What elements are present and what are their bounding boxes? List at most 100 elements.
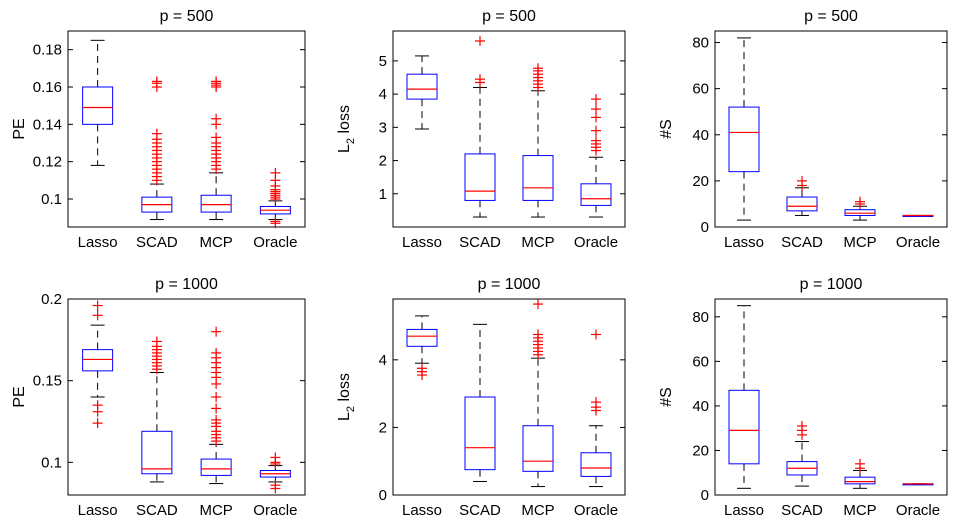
x-tick-label: MCP: [199, 502, 232, 519]
iqr-box: [200, 458, 232, 476]
box-mcp: [522, 299, 554, 488]
box-lasso: [728, 37, 760, 221]
outlier-point: [475, 74, 485, 85]
outlier-point: [475, 35, 485, 46]
outlier-point: [591, 135, 601, 146]
iqr-box: [580, 183, 612, 206]
iqr-box: [522, 155, 554, 201]
iqr-box: [82, 86, 114, 125]
chart-title: p = 500: [160, 8, 214, 25]
box-lasso: [82, 300, 114, 429]
outlier-point: [151, 128, 162, 139]
y-tick-label: 0.1: [41, 454, 62, 471]
box-mcp: [200, 76, 232, 221]
outlier-point: [855, 458, 865, 469]
iqr-box: [200, 194, 232, 213]
y-axis-label: L2 loss: [336, 105, 357, 153]
outlier-point: [211, 392, 222, 402]
box-scad: [464, 35, 496, 218]
chart-title: p = 500: [482, 8, 536, 25]
box-scad: [786, 175, 818, 216]
y-tick-label: 4: [379, 352, 387, 369]
y-axis-label-subscript: 2: [345, 138, 357, 144]
y-axis-label: #S: [658, 119, 675, 139]
y-axis-label-suffix: loss: [336, 105, 353, 138]
iqr-box: [464, 153, 496, 201]
chart-title: p = 1000: [800, 276, 863, 293]
x-tick-label: Lasso: [78, 502, 118, 519]
outlier-point: [797, 175, 807, 186]
outlier-point: [211, 132, 222, 143]
y-tick-label: 2: [379, 419, 387, 436]
y-tick-label: 80: [692, 35, 709, 52]
box-lasso: [406, 315, 438, 381]
chart-panel: 0 20 40 60 80 Lasso SCAD MCP Oracle p = 1000 #S: [658, 276, 948, 519]
iqr-box: [406, 328, 438, 347]
outlier-point: [591, 104, 601, 115]
y-tick-label: 20: [692, 442, 709, 459]
y-tick-label: 40: [692, 398, 709, 415]
iqr-box: [82, 349, 114, 372]
y-tick-label: 0: [379, 487, 387, 504]
outlier-point: [211, 347, 222, 358]
box-mcp: [844, 196, 876, 221]
x-tick-label: Oracle: [896, 234, 940, 251]
iqr-box: [728, 106, 760, 173]
plot-frame: [392, 30, 626, 228]
x-tick-label: MCP: [521, 502, 554, 519]
x-tick-label: Lasso: [78, 234, 118, 251]
box-oracle: [902, 483, 934, 486]
box-scad: [141, 336, 173, 483]
y-axis-label: L2 loss: [336, 373, 357, 421]
x-tick-label: Lasso: [724, 234, 764, 251]
y-axis-label-text: L: [336, 144, 353, 153]
outlier-point: [591, 329, 601, 340]
outlier-point: [92, 300, 103, 311]
y-tick-label: 0.14: [33, 116, 62, 133]
y-tick-label: 0.1: [41, 191, 62, 208]
plot-frame: [714, 30, 948, 228]
iqr-box: [141, 430, 173, 475]
y-tick-label: 40: [692, 127, 709, 144]
x-tick-label: Oracle: [574, 502, 618, 519]
plot-frame: [67, 30, 306, 228]
y-axis-label-text: PE: [11, 386, 28, 407]
outlier-point: [591, 94, 601, 105]
box-scad: [786, 420, 818, 487]
box-scad: [141, 76, 173, 221]
box-mcp: [200, 326, 232, 485]
outlier-point: [591, 125, 601, 136]
outlier-point: [92, 418, 103, 429]
outlier-point: [533, 299, 543, 310]
x-tick-label: Oracle: [253, 234, 297, 251]
box-mcp: [522, 63, 554, 218]
outlier-point: [797, 420, 807, 431]
chart-title: p = 1000: [478, 276, 541, 293]
y-axis-label-text: L: [336, 412, 353, 421]
x-tick-label: Lasso: [724, 502, 764, 519]
iqr-box: [406, 73, 438, 100]
y-tick-label: 2: [379, 153, 387, 170]
box-lasso: [82, 39, 114, 166]
x-tick-label: SCAD: [136, 234, 178, 251]
outlier-point: [211, 76, 222, 87]
outlier-point: [533, 63, 543, 74]
y-tick-label: 0.18: [33, 42, 62, 59]
outlier-point: [211, 403, 222, 414]
chart-panel: 0.1 0.12 0.14 0.16 0.18 Lasso SCAD MCP Oracle p =…: [11, 8, 306, 251]
box-oracle: [580, 94, 612, 218]
y-axis-label: PE: [11, 118, 28, 139]
y-tick-label: 0: [701, 219, 709, 236]
box-lasso: [728, 305, 760, 489]
outlier-point: [151, 336, 162, 347]
iqr-box: [786, 196, 818, 212]
x-tick-label: Oracle: [253, 502, 297, 519]
x-tick-label: SCAD: [459, 234, 501, 251]
x-tick-label: Oracle: [896, 502, 940, 519]
outlier-point: [533, 329, 543, 340]
x-tick-label: MCP: [843, 234, 876, 251]
y-axis-label-text: #S: [658, 387, 675, 407]
